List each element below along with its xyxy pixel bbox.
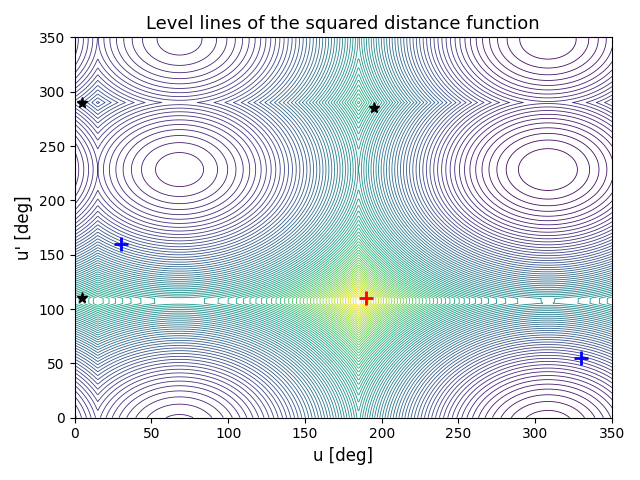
Title: Level lines of the squared distance function: Level lines of the squared distance func… [147,15,540,33]
X-axis label: u [deg]: u [deg] [313,447,373,465]
Y-axis label: u' [deg]: u' [deg] [15,195,33,260]
